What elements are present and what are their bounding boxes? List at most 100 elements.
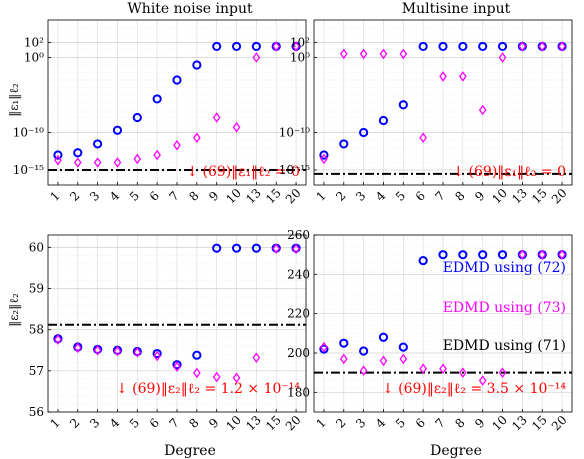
data-point	[339, 338, 349, 348]
data-point	[538, 41, 547, 52]
panel-4-xlabel: Degree	[430, 443, 482, 459]
data-point	[93, 139, 103, 149]
x-tick-label: 3	[353, 416, 368, 431]
data-point	[212, 41, 222, 52]
data-point	[54, 334, 62, 345]
x-tick-label: 15	[529, 186, 550, 207]
y-tick-label: 10²	[290, 36, 310, 50]
x-tick-label: 1	[47, 189, 62, 204]
x-tick-label: 10	[223, 186, 244, 207]
data-point	[93, 344, 102, 356]
data-point	[399, 48, 408, 60]
y-tick-label: 10⁰	[24, 51, 44, 65]
x-tick-label: 13	[509, 413, 530, 434]
y-tick-label: 200	[287, 346, 310, 360]
data-point	[398, 100, 408, 110]
data-point	[232, 121, 241, 133]
data-point	[378, 332, 389, 342]
x-tick-label: 1	[47, 416, 62, 431]
x-tick-label: 5	[127, 416, 142, 431]
data-point	[231, 41, 242, 52]
data-point	[93, 157, 102, 168]
x-tick-label: 1	[313, 416, 328, 431]
y-tick-label: 56	[29, 405, 44, 419]
data-point	[439, 363, 447, 375]
y-tick-label: 60	[29, 240, 44, 254]
data-point	[458, 250, 468, 260]
y-tick-label: 260	[287, 228, 310, 242]
y-tick-label: 240	[287, 267, 310, 281]
data-point	[418, 255, 428, 266]
x-tick-label: 13	[243, 413, 264, 434]
data-point	[518, 249, 527, 260]
y-tick-label: 10⁻¹⁰	[13, 126, 44, 140]
data-point	[212, 112, 221, 123]
data-point	[498, 367, 507, 378]
x-tick-label: 8	[186, 189, 201, 204]
y-tick-label: 10⁻¹⁵	[279, 163, 310, 177]
x-tick-label: 2	[67, 189, 82, 204]
data-point	[339, 139, 349, 149]
data-point	[498, 52, 507, 63]
data-point	[478, 104, 487, 116]
panel-3-xlabel: Degree	[164, 443, 216, 459]
data-point	[419, 132, 427, 144]
data-point	[192, 60, 202, 70]
data-point	[152, 94, 162, 104]
y-tick-label: 180	[287, 385, 310, 399]
data-point	[398, 342, 408, 352]
data-point	[439, 71, 447, 82]
data-point	[339, 48, 348, 60]
x-tick-label: 20	[283, 186, 304, 207]
x-tick-label: 9	[206, 416, 221, 431]
data-point	[497, 41, 508, 52]
data-point	[320, 153, 328, 165]
data-point	[132, 112, 142, 123]
x-tick-label: 3	[87, 189, 102, 204]
annotation: ↓ (69)‖ε₁‖ℓ₂ = 0	[186, 164, 300, 180]
panel-1-grid	[48, 19, 306, 186]
legend-text: EDMD using (71)	[443, 338, 566, 354]
data-point	[320, 341, 328, 353]
data-point	[172, 75, 182, 85]
data-point	[339, 353, 348, 365]
x-tick-label: 4	[107, 415, 123, 431]
data-point	[73, 148, 83, 158]
data-point	[133, 347, 142, 358]
x-tick-label: 2	[333, 189, 348, 204]
x-tick-label: 5	[393, 416, 408, 431]
x-tick-label: 20	[549, 186, 570, 207]
data-point	[272, 243, 281, 254]
data-point	[73, 342, 82, 354]
x-tick-label: 9	[472, 189, 487, 204]
data-point	[173, 361, 181, 373]
data-point	[172, 360, 182, 370]
x-tick-label: 7	[167, 416, 182, 431]
data-point	[359, 346, 369, 356]
data-point	[193, 367, 201, 379]
x-tick-label: 4	[107, 188, 123, 204]
x-tick-label: 20	[283, 413, 304, 434]
x-tick-label: 13	[509, 186, 530, 207]
data-point	[319, 344, 329, 354]
x-tick-label: 4	[373, 415, 389, 431]
y-tick-label: 59	[29, 282, 44, 296]
data-point	[232, 372, 241, 384]
data-point	[418, 41, 428, 52]
x-tick-label: 6	[147, 416, 162, 431]
data-point	[419, 363, 427, 375]
data-point	[272, 41, 281, 52]
x-tick-label: 10	[489, 413, 510, 434]
data-point	[379, 48, 388, 60]
data-point	[558, 249, 566, 260]
data-point	[458, 41, 468, 52]
data-point	[193, 132, 201, 144]
x-tick-label: 7	[167, 189, 182, 204]
y-tick-label: 220	[287, 307, 310, 321]
data-point	[438, 250, 448, 260]
data-point	[558, 41, 566, 52]
